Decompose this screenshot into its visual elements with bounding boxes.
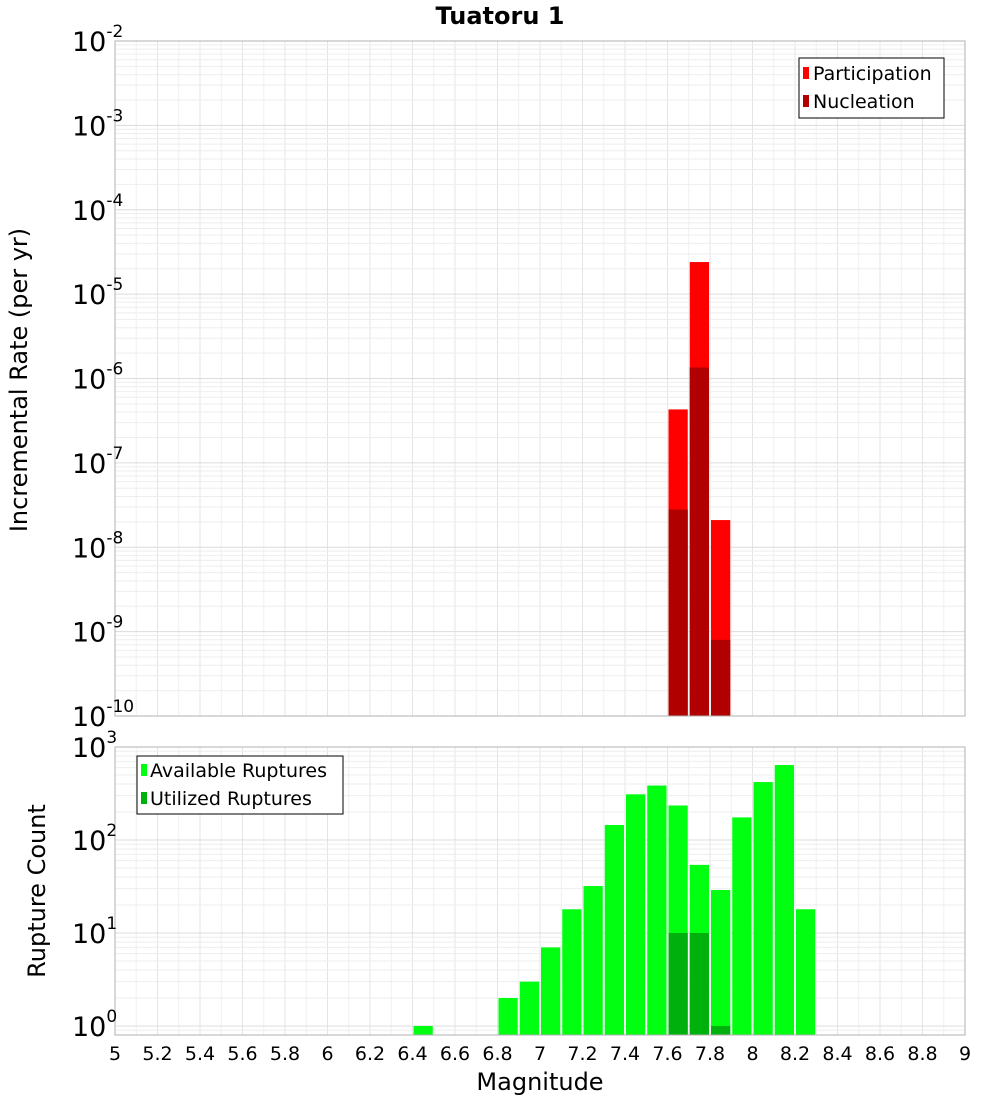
x-tick-label: 7.4: [610, 1043, 640, 1065]
y-tick-label: 103: [72, 728, 117, 764]
available-legend-label: Available Ruptures: [150, 760, 327, 782]
y-tick-label: 101: [72, 914, 117, 950]
y-tick-label: 10-7: [72, 444, 123, 480]
y-tick-label: 10-5: [72, 275, 123, 311]
x-tick-label: 7.2: [567, 1043, 597, 1065]
y-tick-label: 10-9: [72, 613, 123, 649]
rate-secondary-bar: [668, 509, 688, 716]
y-tick-label: 10-6: [72, 360, 123, 396]
x-tick-label: 6.2: [355, 1043, 385, 1065]
x-tick-label: 7: [534, 1043, 546, 1065]
y-tick-exponent: -2: [106, 22, 123, 42]
x-tick-label: 6.6: [440, 1043, 470, 1065]
nucleation-legend-swatch: [803, 95, 809, 107]
x-tick-label: 5: [109, 1043, 121, 1065]
x-tick-label: 5.8: [270, 1043, 300, 1065]
count-primary-bar: [583, 886, 603, 1035]
x-tick-label: 5.6: [227, 1043, 257, 1065]
rate-panel-grid: [114, 40, 966, 717]
y-tick-exponent: 3: [106, 728, 117, 748]
count-primary-bar: [541, 947, 561, 1035]
count-secondary-bar: [689, 932, 709, 1035]
rate-panel-y-ticks: 10-2 10-3 10-4 10-5 10-6 10-7 10-8 10-9 10-10: [72, 22, 134, 733]
count-primary-bar: [732, 817, 752, 1035]
x-tick-label: 8.6: [865, 1043, 895, 1065]
x-tick-label: 6.4: [397, 1043, 427, 1065]
rate-legend-box: [798, 57, 945, 119]
count-primary-bar: [519, 981, 539, 1035]
x-tick-label: 5.4: [185, 1043, 215, 1065]
rate-secondary-bar: [711, 639, 731, 716]
y-tick-exponent: -5: [106, 275, 123, 295]
count-secondary-bar: [668, 932, 688, 1035]
rate-panel-y-axis-title: Incremental Rate (per yr): [5, 228, 33, 532]
x-tick-label: 6.8: [482, 1043, 512, 1065]
count-primary-bar: [498, 997, 518, 1035]
rupture-legend-box: [136, 755, 344, 815]
count-primary-bar: [711, 889, 731, 1035]
count-primary-bar: [626, 794, 646, 1035]
count-panel-x-ticks: 5 5.2 5.4 5.6 5.8 6 6.2 6.4 6.6 6.8 7 7.2 7.4 7.6 7.8 8…: [109, 1043, 971, 1065]
rate-legend: Participation Nucleation: [798, 57, 945, 119]
y-tick-label: 10-2: [72, 22, 123, 58]
y-tick-label: 10-8: [72, 528, 123, 564]
count-primary-bar: [753, 782, 773, 1035]
count-panel-grid: [114, 746, 966, 1036]
count-secondary-bar: [711, 1025, 731, 1035]
x-tick-label: 8.2: [780, 1043, 810, 1065]
y-tick-exponent: -9: [106, 613, 123, 633]
x-tick-label: 8: [746, 1043, 758, 1065]
count-panel-y-axis-title: Rupture Count: [23, 804, 51, 978]
y-tick-exponent: -10: [106, 697, 134, 717]
y-tick-exponent: -7: [106, 444, 123, 464]
count-primary-bar: [604, 824, 624, 1035]
rupture-legend: Available Ruptures Utilized Ruptures: [136, 755, 344, 815]
participation-legend-swatch: [803, 67, 809, 79]
count-primary-bar: [413, 1025, 433, 1035]
count-primary-bar: [774, 765, 794, 1035]
y-tick-exponent: -8: [106, 528, 123, 548]
count-panel-frame: [114, 746, 966, 1036]
y-tick-label: 10-4: [72, 191, 123, 227]
y-tick-label: 100: [72, 1007, 117, 1043]
x-tick-label: 9: [959, 1043, 971, 1065]
count-primary-bar: [562, 909, 582, 1035]
y-tick-exponent: 2: [106, 821, 117, 841]
y-tick-label: 102: [72, 821, 117, 857]
y-tick-label: 10-3: [72, 106, 123, 142]
x-tick-label: 7.8: [695, 1043, 725, 1065]
rate-panel: 10-2 10-3 10-4 10-5 10-6 10-7 10-8 10-9 10-10 In…: [5, 22, 966, 733]
x-tick-label: 5.2: [142, 1043, 172, 1065]
utilized-legend-swatch: [141, 792, 147, 804]
rate-secondary-bar: [689, 367, 709, 716]
count-primary-bar: [647, 785, 667, 1035]
x-axis-title: Magnitude: [476, 1068, 603, 1096]
y-tick-exponent: 0: [106, 1007, 117, 1027]
utilized-legend-label: Utilized Ruptures: [150, 788, 312, 810]
rate-panel-frame: [114, 40, 966, 717]
count-panel-bars: [413, 765, 816, 1035]
chart-title: Tuatoru 1: [436, 2, 565, 30]
y-tick-exponent: -3: [106, 106, 123, 126]
participation-legend-label: Participation: [813, 63, 932, 85]
x-tick-label: 8.4: [822, 1043, 852, 1065]
y-tick-exponent: -4: [106, 191, 123, 211]
y-tick-exponent: -6: [106, 360, 123, 380]
x-tick-label: 7.6: [652, 1043, 682, 1065]
nucleation-legend-label: Nucleation: [813, 91, 915, 113]
x-tick-label: 6: [321, 1043, 333, 1065]
y-tick-exponent: 1: [106, 914, 117, 934]
available-legend-swatch: [141, 764, 147, 776]
x-tick-label: 8.8: [907, 1043, 937, 1065]
count-primary-bar: [796, 909, 816, 1035]
y-tick-label: 10-10: [72, 697, 134, 733]
rate-panel-bars: [668, 262, 731, 716]
